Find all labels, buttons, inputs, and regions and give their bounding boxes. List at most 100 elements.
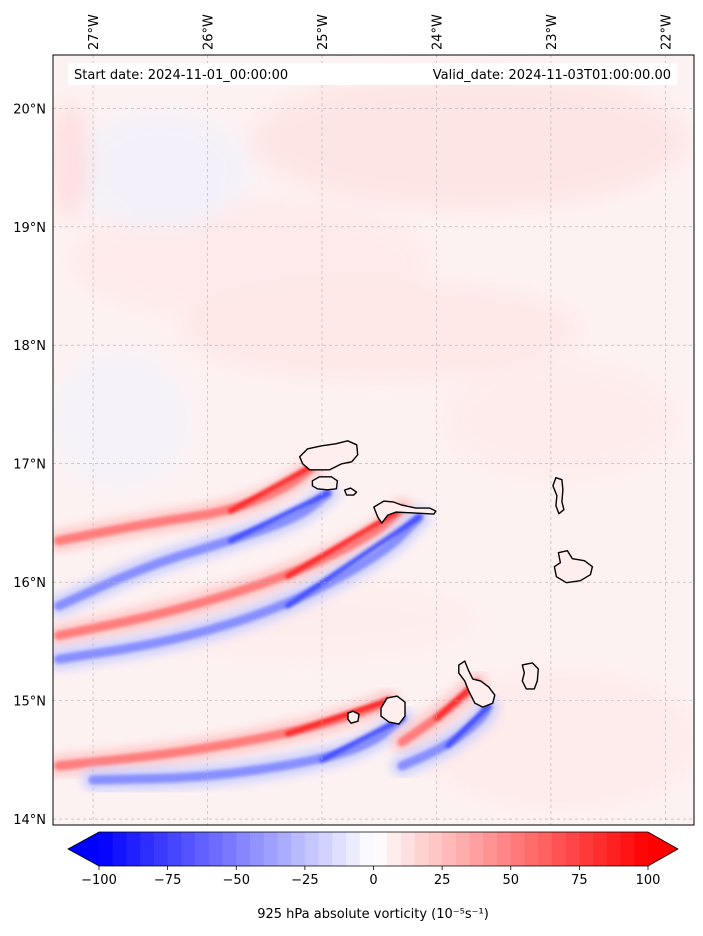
colorbar-bins — [68, 832, 678, 866]
colorbar-min-extension — [68, 832, 99, 866]
colorbar-tick-label: −25 — [291, 873, 318, 888]
colorbar-bin — [181, 832, 196, 866]
vorticity-streak — [54, 488, 333, 611]
island-outline — [380, 695, 406, 725]
island-outline — [553, 550, 594, 584]
colorbar-bin — [208, 832, 223, 866]
colorbar-bin — [126, 832, 141, 866]
colorbar-label: 925 hPa absolute vorticity (10⁻⁵s⁻¹) — [257, 907, 489, 922]
colorbar-bin — [373, 832, 388, 866]
colorbar-tick-label: 25 — [434, 873, 451, 888]
colorbar-bin — [469, 832, 484, 866]
colorbar-bin — [195, 832, 210, 866]
colorbar-bin — [551, 832, 567, 866]
colorbar-tick-label: 50 — [502, 873, 519, 888]
colorbar-bin — [99, 832, 114, 866]
colorbar-bin — [277, 832, 292, 866]
colorbar-tick-label: −75 — [154, 873, 181, 888]
colorbar-bin — [442, 832, 457, 866]
longitude-tick-labels: 27°W 26°W 25°W 24°W 23°W 22°W — [87, 14, 674, 50]
date-info-background — [68, 63, 677, 85]
island-outline — [521, 662, 539, 690]
colorbar-tick-label: 100 — [636, 873, 661, 888]
vorticity-streak — [54, 504, 407, 640]
colorbar-bin — [236, 832, 251, 866]
vorticity-streak-core — [285, 514, 422, 609]
colorbar: −100 −75 −50 −25 0 25 50 75 100 925 hPa absolute… — [67, 831, 679, 922]
colorbar-max-extension — [648, 832, 678, 866]
vorticity-streak — [54, 512, 424, 664]
map-frame — [52, 54, 695, 826]
longitude-tick-label: 27°W — [87, 14, 102, 50]
vorticity-streak-core — [227, 461, 319, 514]
island-coastlines — [299, 440, 594, 725]
colorbar-bin — [606, 832, 621, 866]
latitude-tick-label: 16°N — [13, 576, 46, 591]
island-outline — [311, 476, 339, 491]
island-outline — [299, 440, 359, 471]
colorbar-bin — [249, 832, 265, 866]
latitude-tick-label: 18°N — [13, 339, 46, 354]
island-outline — [347, 710, 360, 724]
colorbar-bin — [455, 832, 470, 866]
island-outline — [373, 500, 437, 524]
colorbar-bin — [497, 832, 512, 866]
latitude-tick-labels: 20°N 19°N 18°N 17°N 16°N 15°N 14°N — [13, 102, 46, 828]
colorbar-bin — [538, 832, 553, 866]
gridlines — [53, 55, 694, 825]
colorbar-bin — [346, 832, 361, 866]
vorticity-streak-core — [319, 715, 405, 763]
colorbar-bin — [222, 832, 237, 866]
valid-date-text: Valid_date: 2024-11-03T01:00:00.00 — [433, 68, 671, 83]
colorbar-bin — [291, 832, 306, 866]
colorbar-tick-label: −100 — [81, 873, 117, 888]
colorbar-bin — [112, 832, 127, 866]
colorbar-bin — [304, 832, 319, 866]
colorbar-bin — [263, 832, 278, 866]
vorticity-streaks — [53, 452, 499, 791]
colorbar-bin — [153, 832, 169, 866]
island-outline — [343, 487, 358, 496]
colorbar-bin — [140, 832, 155, 866]
colorbar-bin — [579, 832, 594, 866]
longitude-tick-label: 24°W — [430, 14, 445, 50]
vorticity-streak — [88, 713, 407, 785]
colorbar-tick-label: −50 — [223, 873, 250, 888]
colorbar-tick-label: 75 — [571, 873, 588, 888]
map-plot-area — [52, 54, 695, 826]
island-outline — [552, 477, 565, 515]
colorbar-bin — [359, 832, 374, 866]
vorticity-streak-core — [285, 698, 391, 737]
latitude-tick-label: 14°N — [13, 813, 46, 828]
latitude-tick-label: 20°N — [13, 102, 46, 117]
longitude-tick-label: 26°W — [202, 14, 217, 50]
colorbar-bin — [524, 832, 539, 866]
colorbar-bin — [318, 832, 333, 866]
colorbar-bin — [428, 832, 443, 866]
vorticity-streak — [54, 459, 321, 546]
colorbar-bin — [167, 832, 182, 866]
latitude-tick-label: 17°N — [13, 458, 46, 473]
start-date-text: Start date: 2024-11-01_00:00:00 — [74, 68, 288, 83]
latitude-tick-label: 15°N — [13, 695, 46, 710]
longitude-tick-label: 22°W — [659, 14, 674, 50]
vorticity-streak-core — [227, 490, 331, 544]
colorbar-bin — [565, 832, 580, 866]
colorbar-tick-label: 0 — [369, 873, 377, 888]
colorbar-bin — [510, 832, 525, 866]
colorbar-bin — [414, 832, 429, 866]
island-outline — [458, 660, 496, 708]
colorbar-bin — [400, 832, 416, 866]
date-info-box: Start date: 2024-11-01_00:00:00 Valid_da… — [68, 63, 677, 85]
colorbar-bin — [387, 832, 402, 866]
longitude-tick-label: 25°W — [316, 14, 331, 50]
colorbar-bin — [634, 832, 649, 866]
colorbar-bin — [593, 832, 608, 866]
colorbar-bin — [332, 832, 347, 866]
latitude-tick-label: 19°N — [13, 221, 46, 236]
colorbar-ticks: −100 −75 −50 −25 0 25 50 75 100 — [81, 866, 660, 888]
colorbar-bin — [483, 832, 498, 866]
colorbar-bin — [620, 832, 635, 866]
vorticity-streak-core — [445, 704, 491, 749]
